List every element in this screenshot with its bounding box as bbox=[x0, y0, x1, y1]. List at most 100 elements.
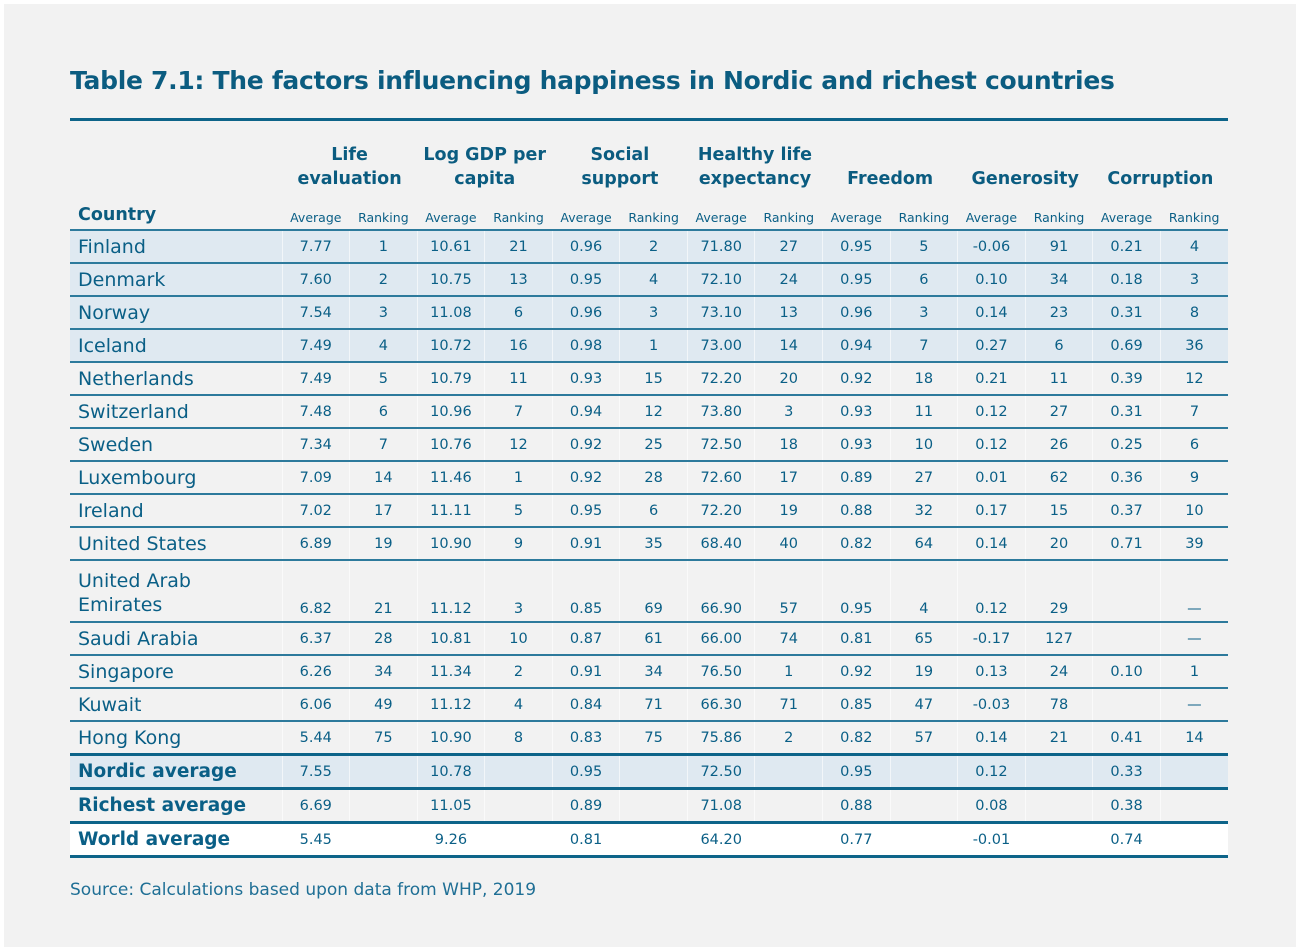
average-cell-generosity: 0.13 bbox=[957, 655, 1026, 689]
average-cell-healthy-life-expectancy: 72.50 bbox=[686, 753, 755, 790]
country-name: Saudi Arabia bbox=[70, 622, 282, 656]
ranking-cell-corruption: 36 bbox=[1159, 329, 1228, 363]
average-subheader: Average bbox=[282, 195, 350, 231]
ranking-cell-freedom: 10 bbox=[889, 428, 958, 462]
ranking-cell-corruption: 8 bbox=[1159, 296, 1228, 330]
ranking-cell-healthy-life-expectancy: 14 bbox=[754, 329, 823, 363]
ranking-cell-generosity: 15 bbox=[1024, 494, 1093, 528]
ranking-cell-freedom: 18 bbox=[889, 362, 958, 396]
table-title: Table 7.1: The factors influencing happi… bbox=[70, 66, 1115, 95]
average-cell-corruption bbox=[1092, 688, 1161, 722]
ranking-cell-social-support: 25 bbox=[619, 428, 688, 462]
average-cell-social-support: 0.89 bbox=[551, 788, 620, 824]
ranking-cell-life-evaluation: 19 bbox=[349, 527, 418, 561]
average-cell-healthy-life-expectancy: 66.00 bbox=[686, 622, 755, 656]
average-cell-generosity: 0.14 bbox=[957, 296, 1026, 330]
ranking-cell-healthy-life-expectancy: 3 bbox=[754, 395, 823, 429]
ranking-cell-social-support: 34 bbox=[619, 655, 688, 689]
average-cell-life-evaluation: 6.82 bbox=[281, 560, 350, 623]
average-cell-freedom: 0.89 bbox=[822, 461, 891, 495]
summary-row: Richest average 6.69 11.05 0.89 71.08 0.88 0.0… bbox=[70, 788, 1228, 824]
ranking-cell-log-gdp-per-capita bbox=[484, 822, 553, 858]
ranking-subheader: Ranking bbox=[754, 195, 823, 231]
ranking-cell-social-support: 6 bbox=[619, 494, 688, 528]
ranking-cell-social-support: 15 bbox=[619, 362, 688, 396]
average-cell-corruption: 0.31 bbox=[1092, 296, 1161, 330]
ranking-cell-healthy-life-expectancy: 74 bbox=[754, 622, 823, 656]
average-cell-corruption: 0.36 bbox=[1092, 461, 1161, 495]
average-cell-life-evaluation: 7.49 bbox=[281, 329, 350, 363]
average-cell-life-evaluation: 6.69 bbox=[281, 788, 350, 824]
ranking-cell-social-support bbox=[619, 753, 688, 790]
average-subheader: Average bbox=[957, 195, 1026, 231]
average-cell-corruption bbox=[1092, 622, 1161, 656]
average-cell-generosity: -0.06 bbox=[957, 230, 1026, 264]
ranking-cell-life-evaluation bbox=[349, 822, 418, 858]
average-cell-life-evaluation: 7.02 bbox=[281, 494, 350, 528]
table-row: Finland 7.77 1 10.61 21 0.96 2 71.80 27 0.95 5 -0.0… bbox=[70, 230, 1228, 264]
group-header: Log GDP per capita bbox=[423, 145, 547, 189]
average-cell-log-gdp-per-capita: 11.12 bbox=[416, 688, 485, 722]
ranking-cell-freedom bbox=[889, 753, 958, 790]
country-name: World average bbox=[70, 822, 282, 858]
ranking-cell-social-support: 71 bbox=[619, 688, 688, 722]
average-cell-healthy-life-expectancy: 72.50 bbox=[686, 428, 755, 462]
ranking-cell-freedom: 57 bbox=[889, 721, 958, 756]
average-cell-log-gdp-per-capita: 11.46 bbox=[416, 461, 485, 495]
average-cell-generosity: 0.14 bbox=[957, 527, 1026, 561]
average-cell-life-evaluation: 7.09 bbox=[281, 461, 350, 495]
average-cell-generosity: 0.17 bbox=[957, 494, 1026, 528]
ranking-cell-life-evaluation: 3 bbox=[349, 296, 418, 330]
table-row: Kuwait 6.06 49 11.12 4 0.84 71 66.30 71 0.85 47 -0.… bbox=[70, 688, 1228, 722]
ranking-cell-corruption: — bbox=[1159, 560, 1228, 623]
happiness-factors-table: Life evaluation Log GDP per capita Social … bbox=[70, 118, 1228, 858]
ranking-cell-life-evaluation: 7 bbox=[349, 428, 418, 462]
ranking-cell-life-evaluation bbox=[349, 753, 418, 790]
table-row: United Arab Emirates 6.82 21 11.12 3 0.85 69 66.… bbox=[70, 560, 1228, 623]
average-cell-generosity: 0.01 bbox=[957, 461, 1026, 495]
average-cell-generosity: 0.08 bbox=[957, 788, 1026, 824]
ranking-cell-log-gdp-per-capita: 21 bbox=[484, 230, 553, 264]
average-cell-freedom: 0.95 bbox=[822, 230, 891, 264]
average-cell-log-gdp-per-capita: 10.78 bbox=[416, 753, 485, 790]
ranking-cell-generosity: 78 bbox=[1024, 688, 1093, 722]
ranking-cell-generosity bbox=[1024, 753, 1093, 790]
ranking-cell-life-evaluation: 21 bbox=[349, 560, 418, 623]
table-row: Iceland 7.49 4 10.72 16 0.98 1 73.00 14 0.94 7 0.27… bbox=[70, 329, 1228, 363]
table-row: United States 6.89 19 10.90 9 0.91 35 68.40 40 0.… bbox=[70, 527, 1228, 561]
average-cell-freedom: 0.93 bbox=[822, 428, 891, 462]
table-row: Sweden 7.34 7 10.76 12 0.92 25 72.50 18 0.93 10 0.1… bbox=[70, 428, 1228, 462]
ranking-cell-corruption bbox=[1159, 753, 1228, 790]
ranking-cell-social-support bbox=[619, 788, 688, 824]
ranking-subheader: Ranking bbox=[890, 195, 958, 231]
table-row: Ireland 7.02 17 11.11 5 0.95 6 72.20 19 0.88 32 0.1… bbox=[70, 494, 1228, 528]
average-cell-social-support: 0.96 bbox=[551, 230, 620, 264]
country-name: Finland bbox=[70, 230, 282, 264]
average-cell-life-evaluation: 7.34 bbox=[281, 428, 350, 462]
ranking-cell-generosity: 6 bbox=[1024, 329, 1093, 363]
ranking-cell-healthy-life-expectancy: 19 bbox=[754, 494, 823, 528]
average-cell-life-evaluation: 6.26 bbox=[281, 655, 350, 689]
average-cell-log-gdp-per-capita: 10.76 bbox=[416, 428, 485, 462]
ranking-cell-generosity: 127 bbox=[1024, 622, 1093, 656]
average-cell-generosity: -0.01 bbox=[957, 822, 1026, 858]
ranking-cell-log-gdp-per-capita: 9 bbox=[484, 527, 553, 561]
ranking-cell-log-gdp-per-capita bbox=[484, 753, 553, 790]
average-cell-generosity: 0.10 bbox=[957, 263, 1026, 297]
ranking-cell-healthy-life-expectancy bbox=[754, 753, 823, 790]
country-name: Ireland bbox=[70, 494, 282, 528]
group-header: Corruption bbox=[1107, 169, 1214, 189]
average-cell-log-gdp-per-capita: 10.75 bbox=[416, 263, 485, 297]
average-cell-social-support: 0.92 bbox=[551, 461, 620, 495]
average-cell-healthy-life-expectancy: 76.50 bbox=[686, 655, 755, 689]
table-row: Norway 7.54 3 11.08 6 0.96 3 73.10 13 0.96 3 0.14 23… bbox=[70, 296, 1228, 330]
subheader-row: Country Average Ranking Average Ranking Avera… bbox=[70, 195, 1228, 231]
average-subheader: Average bbox=[1092, 195, 1161, 231]
ranking-cell-corruption: 6 bbox=[1159, 428, 1228, 462]
average-cell-log-gdp-per-capita: 10.81 bbox=[416, 622, 485, 656]
average-cell-healthy-life-expectancy: 66.90 bbox=[686, 560, 755, 623]
ranking-cell-corruption bbox=[1159, 788, 1228, 824]
ranking-subheader: Ranking bbox=[619, 195, 688, 231]
ranking-cell-corruption: 10 bbox=[1159, 494, 1228, 528]
group-header: Generosity bbox=[971, 169, 1079, 189]
